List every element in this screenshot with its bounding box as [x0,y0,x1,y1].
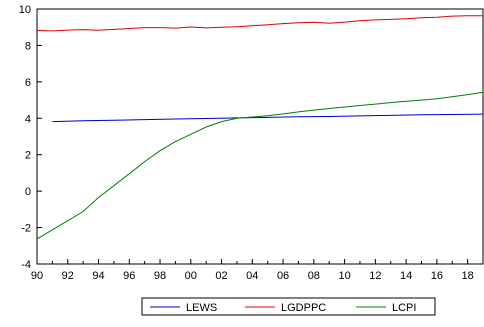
x-tick-label: 94 [92,270,104,282]
series-line-lews [52,113,484,123]
legend-box [141,297,436,316]
x-tick-label: 08 [308,270,320,282]
x-tick-label: 92 [62,270,74,282]
x-tick-label: 02 [215,270,227,282]
x-tick-label: 10 [338,270,350,282]
x-tick-label: 06 [277,270,289,282]
x-tick-label: 18 [461,270,473,282]
x-tick-label: 00 [185,270,197,282]
x-tick-label: 04 [246,270,258,282]
x-tick-label: 90 [31,270,43,282]
x-tick-label: 96 [123,270,135,282]
y-axis: -4 -2 0 2 4 6 8 10 [19,4,42,271]
series-lines [36,15,484,240]
y-tick-label: 6 [25,77,31,89]
y-tick-label: 2 [25,150,31,162]
y-tick-label: -4 [21,259,31,271]
legend: LEWS LGDPPC LCPI [141,297,436,316]
x-tick-label: 12 [369,270,381,282]
legend-label-lcpi: LCPI [392,302,416,314]
x-tick-label: 14 [400,270,412,282]
legend-label-lgdppc: LGDPPC [281,302,326,314]
y-tick-label: 0 [25,186,31,198]
plot-frame [36,8,484,265]
series-line-lgdppc [36,15,483,32]
x-axis: 90 92 94 96 98 00 02 04 06 08 10 12 14 16 18 [31,259,474,282]
y-tick-label: 4 [25,113,31,125]
y-tick-label: -2 [21,223,31,235]
legend-label-lews: LEWS [186,302,217,314]
x-tick-label: 98 [154,270,166,282]
y-tick-label: 10 [19,4,31,16]
x-tick-label: 16 [431,270,443,282]
series-line-lcpi [36,91,484,240]
y-tick-label: 8 [25,40,31,52]
